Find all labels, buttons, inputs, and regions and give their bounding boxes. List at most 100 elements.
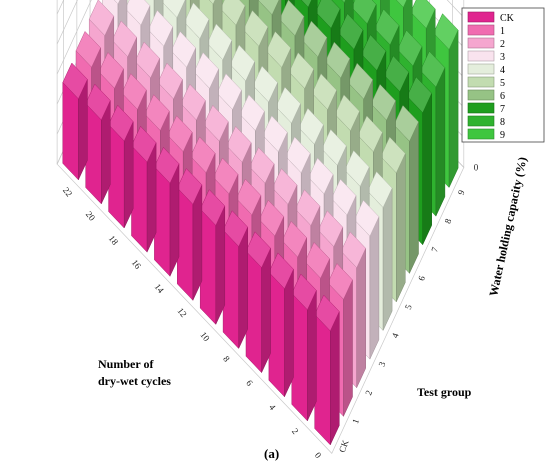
bar-top-face [298,107,324,145]
legend-label-5: 5 [500,78,505,89]
z-axis-title: Water holding capacity (%) [486,156,529,298]
x-tick-label: 6 [244,378,255,388]
bar-CK-cycle-16 [131,125,157,253]
bar-top-face [295,189,321,226]
bar-top-face [311,73,337,111]
bar-top-face [199,189,226,226]
legend-swatch-4 [467,63,495,75]
bar-front-face [85,102,102,205]
bar-top-face [177,168,203,205]
bar-top-face [203,104,229,142]
bar-side-face [215,205,226,325]
bar-top-face [157,62,183,100]
legend-label-4: 4 [500,65,505,76]
y-tick-label: 5 [403,303,414,311]
bar-top-face [351,0,377,25]
bar-top-face [268,252,294,290]
bar-top-face [193,52,219,89]
bar-top-face [396,0,407,8]
bar-top-face [220,0,246,26]
x-tick-label: 22 [61,185,74,198]
bar-top-face [184,2,210,40]
bar-top-face [121,73,147,110]
bar-CK-cycle-6 [245,231,271,374]
bar-top-face [229,44,255,82]
legend-swatch-3 [467,50,495,62]
bar-top-face [338,13,364,50]
bar-top-face [354,199,380,237]
bar-top-face [131,125,157,163]
bar-top-face [62,62,88,100]
bar-top-face [208,0,216,5]
bar-top-face [257,0,280,16]
bar-side-face [343,279,353,417]
bar-top-face [75,30,101,68]
bar-CK-cycle-4 [268,252,294,398]
bar-top-face [226,125,252,163]
bar-top-face [154,146,180,184]
legend-label-3: 3 [500,52,505,63]
bar-top-face [161,0,186,19]
bar-CK-cycle-20 [85,83,111,205]
bar-top-face [281,220,307,258]
y-tick-label: 9 [456,188,467,196]
bar-top-face [245,231,271,269]
bar-CK-cycle-8 [222,210,248,350]
bar-CK-cycle-2 [291,273,317,422]
bar-top-face [85,83,111,121]
y-tick-label: 6 [416,274,427,282]
bar-CK-cycle-0 [314,294,340,446]
bar-top-face [222,210,248,247]
legend: CK 1 2 3 4 5 6 7 8 9 [461,7,545,143]
bar-top-face [147,9,174,47]
bar-top-face [433,13,459,50]
bar-top-face [285,136,311,174]
bar-top-face [170,31,196,68]
bar-top-face [331,178,357,216]
bar-top-face [258,199,285,237]
bar-top-face [180,83,206,121]
bar-side-face [422,93,432,245]
legend-swatch-2 [467,37,495,49]
bar-side-face [369,216,380,360]
bar-top-face [144,94,170,131]
y-axis-title: Test group [417,385,472,399]
y-tick-label: 2 [363,389,374,397]
bar-front-face [108,123,125,229]
legend-swatch-1 [467,24,495,36]
bar-top-face [190,136,216,174]
x-axis-title-line1: Number of [98,357,154,371]
bar-top-face [334,94,360,132]
bar-side-face [396,153,406,303]
bar-top-face [239,94,265,132]
legend-label-7: 7 [500,104,505,115]
x-tick-label: 2 [290,426,301,436]
bar-side-face [382,187,393,331]
legend-swatch-5 [467,76,495,88]
bar-front-face [154,166,171,277]
bar-CK-cycle-10 [199,189,226,326]
bar-front-face [245,250,262,374]
bar-top-face [275,86,301,124]
bar-top-face [341,0,346,4]
bar-side-face [192,184,203,301]
legend-label-2: 2 [500,39,505,50]
x-tick-label: 12 [175,306,188,319]
legend-label-6: 6 [500,91,505,102]
bar-side-face [261,248,271,373]
z-tick-label: 0 [474,162,479,172]
legend-label-CK: CK [500,13,515,24]
bar-top-face [272,168,298,205]
bar-front-face [291,292,308,422]
bar-CK-cycle-18 [108,104,134,229]
bar-top-face [134,41,160,79]
bar-top-face [406,76,432,114]
bar-top-face [167,115,193,153]
x-tick-label: 18 [107,233,121,247]
bar-top-face [304,241,330,279]
x-axis-title-line2: dry-wet cycles [98,374,171,388]
bar-top-face [98,52,124,89]
x-tick-label: 10 [198,330,212,344]
